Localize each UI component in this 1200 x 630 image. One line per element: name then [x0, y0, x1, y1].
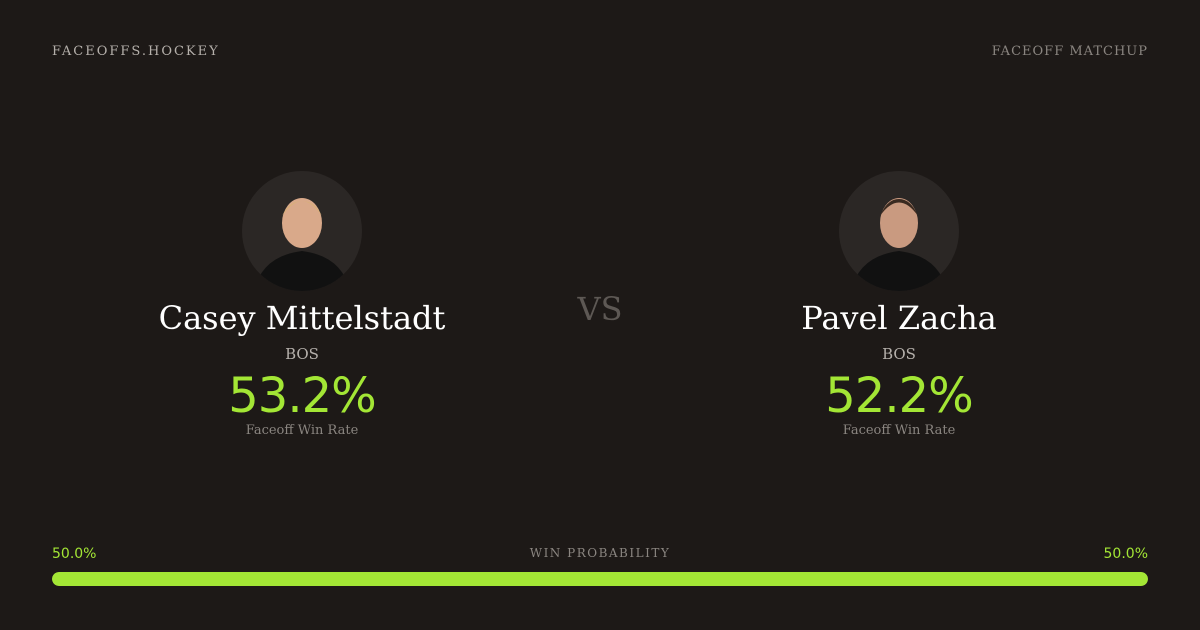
player-win-rate: 53.2%: [228, 368, 376, 424]
player-name: Pavel Zacha: [801, 299, 997, 337]
win-probability-left: 50.0%: [52, 546, 97, 562]
player-avatar: [839, 171, 959, 291]
win-rate-label: Faceoff Win Rate: [842, 423, 956, 438]
win-probability-right: 50.0%: [1103, 546, 1148, 562]
win-rate-label: Faceoff Win Rate: [245, 423, 359, 438]
player-card-right: Pavel Zacha BOS 52.2% Faceoff Win Rate: [699, 171, 1099, 438]
vs-label: VS: [577, 290, 623, 328]
player-team: BOS: [285, 345, 319, 363]
player-team: BOS: [882, 345, 916, 363]
win-probability-fill: [52, 572, 1148, 586]
player-photo-icon: [254, 198, 350, 291]
player-photo-icon: [851, 198, 947, 291]
page-label: FACEOFF MATCHUP: [991, 44, 1148, 59]
player-avatar: [242, 171, 362, 291]
player-card-left: Casey Mittelstadt BOS 53.2% Faceoff Win …: [102, 171, 502, 438]
win-probability-bar: [52, 572, 1148, 586]
win-probability-label: WIN PROBABILITY: [529, 546, 671, 560]
player-name: Casey Mittelstadt: [158, 299, 446, 337]
player-win-rate: 52.2%: [825, 368, 973, 424]
brand-logo-text: FACEOFFS.HOCKEY: [52, 44, 220, 59]
